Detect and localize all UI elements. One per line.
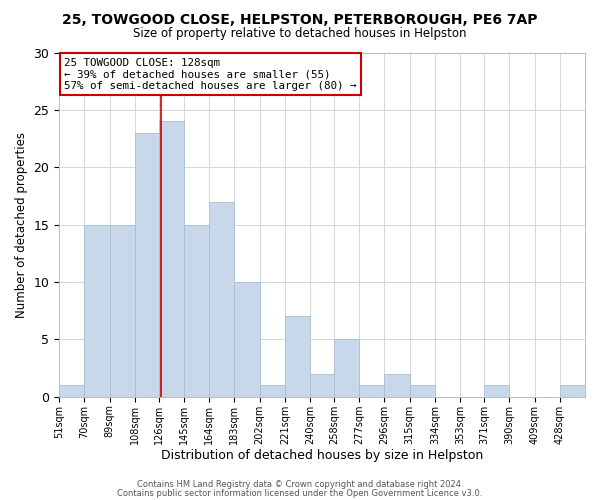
Bar bbox=[484, 386, 509, 397]
Bar bbox=[110, 224, 135, 397]
Bar bbox=[209, 202, 235, 397]
Y-axis label: Number of detached properties: Number of detached properties bbox=[15, 132, 28, 318]
Bar bbox=[184, 224, 209, 397]
Bar bbox=[59, 386, 85, 397]
Text: 25 TOWGOOD CLOSE: 128sqm
← 39% of detached houses are smaller (55)
57% of semi-d: 25 TOWGOOD CLOSE: 128sqm ← 39% of detach… bbox=[64, 58, 357, 91]
X-axis label: Distribution of detached houses by size in Helpston: Distribution of detached houses by size … bbox=[161, 450, 483, 462]
Bar bbox=[410, 386, 435, 397]
Text: Contains HM Land Registry data © Crown copyright and database right 2024.: Contains HM Land Registry data © Crown c… bbox=[137, 480, 463, 489]
Bar bbox=[310, 374, 334, 397]
Text: Size of property relative to detached houses in Helpston: Size of property relative to detached ho… bbox=[133, 28, 467, 40]
Bar bbox=[260, 386, 285, 397]
Text: 25, TOWGOOD CLOSE, HELPSTON, PETERBOROUGH, PE6 7AP: 25, TOWGOOD CLOSE, HELPSTON, PETERBOROUG… bbox=[62, 12, 538, 26]
Bar bbox=[359, 386, 385, 397]
Bar bbox=[85, 224, 110, 397]
Bar bbox=[235, 282, 260, 397]
Bar bbox=[560, 386, 585, 397]
Bar bbox=[285, 316, 310, 397]
Bar bbox=[385, 374, 410, 397]
Bar bbox=[159, 122, 184, 397]
Bar bbox=[334, 340, 359, 397]
Bar bbox=[135, 133, 159, 397]
Text: Contains public sector information licensed under the Open Government Licence v3: Contains public sector information licen… bbox=[118, 488, 482, 498]
